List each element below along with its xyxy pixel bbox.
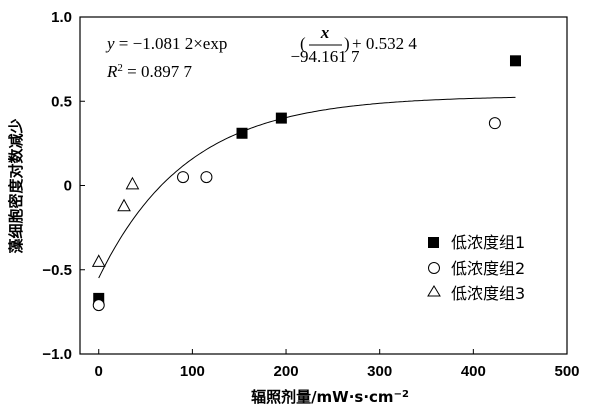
- eq-denominator: −94.161 7: [290, 47, 360, 66]
- x-tick-label: 400: [461, 363, 486, 380]
- data-point-series-3: [91, 254, 106, 267]
- data-point-series-1: [509, 55, 521, 67]
- svg-text:R2 = 0.897 7: R2 = 0.897 7: [106, 62, 192, 81]
- eq-r2-sup: 2: [117, 62, 123, 74]
- fit-curve-layer: [98, 96, 516, 279]
- legend-marker-series-1: [428, 237, 439, 248]
- eq-r2-val: = 0.897 7: [123, 62, 193, 81]
- fit-curve: [98, 96, 516, 279]
- data-point-series-3: [125, 176, 140, 190]
- legend-label-series-2: 低浓度组2: [451, 259, 525, 278]
- eq-y: y: [105, 34, 115, 53]
- data-point-series-1: [93, 292, 105, 304]
- eq-tail: + 0.532 4: [352, 34, 417, 53]
- data-point-series-2: [177, 171, 190, 184]
- eq-r2-r: R: [106, 62, 118, 81]
- legend-marker-series-2: [428, 262, 440, 274]
- legend-label-series-1: 低浓度组1: [451, 233, 525, 252]
- x-axis-label-text: 辐照剂量/mW·s·cm: [251, 388, 394, 406]
- eq-mid: = −1.081 2×exp: [115, 34, 228, 53]
- eq-paren-left: (: [300, 34, 306, 53]
- svg-text:y = −1.081 2×exp: y = −1.081 2×exp: [105, 34, 227, 53]
- x-tick-label: 300: [367, 363, 392, 380]
- data-point-series-1: [236, 127, 248, 139]
- tick-layer: 0 100 200 300 400 500 −1.0 −0.5 0 0.5 1.0: [42, 9, 579, 380]
- x-axis-label-sup: −2: [394, 389, 409, 400]
- plot-area-frame: [79, 16, 568, 355]
- marker-layer: [91, 55, 521, 312]
- x-axis-label: 辐照剂量/mW·s·cm−2: [251, 388, 409, 406]
- x-tick-label: 0: [95, 363, 103, 380]
- data-point-series-2: [200, 171, 213, 184]
- x-tick-label: 500: [554, 363, 579, 380]
- y-tick-label: 0: [64, 178, 72, 195]
- y-tick-label: −1.0: [42, 346, 72, 363]
- y-tick-label: −0.5: [42, 262, 72, 279]
- eq-paren-right: ): [344, 34, 350, 53]
- y-tick-label: 1.0: [51, 9, 72, 26]
- eq-numerator: x: [320, 23, 330, 42]
- data-point-series-3: [117, 198, 131, 212]
- data-point-series-2: [488, 117, 501, 130]
- fit-equation: y = −1.081 2×exp ( x −94.161 7 ) + 0.532…: [105, 23, 417, 81]
- data-point-series-1: [275, 112, 287, 124]
- y-axis-label: 藻细胞密度对数减少: [7, 118, 25, 253]
- x-tick-label: 100: [180, 363, 205, 380]
- legend-label-series-3: 低浓度组3: [451, 284, 525, 303]
- data-point-series-2: [92, 299, 105, 312]
- legend: 低浓度组1 低浓度组2 低浓度组3: [427, 233, 525, 303]
- legend-marker-series-3: [427, 285, 441, 297]
- x-tick-label: 200: [274, 363, 299, 380]
- y-tick-label: 0.5: [51, 93, 72, 110]
